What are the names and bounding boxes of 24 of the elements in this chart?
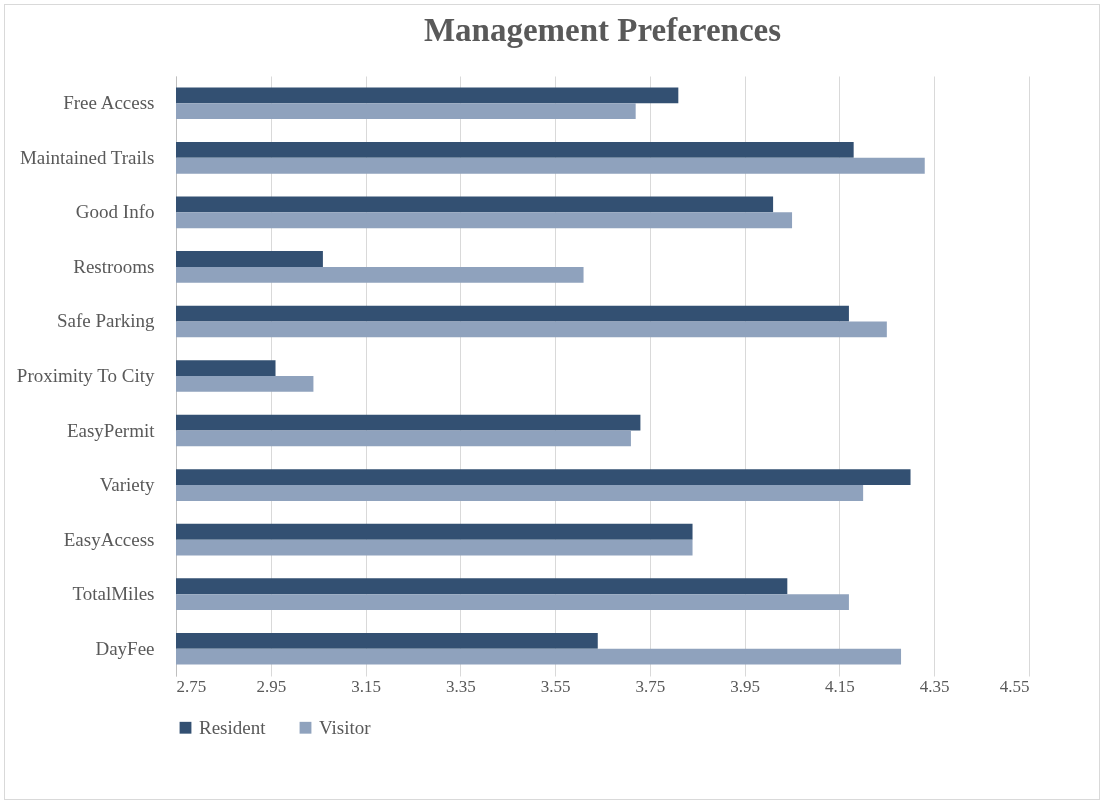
y-tick-label: EasyPermit	[66, 419, 156, 441]
x-tick-label: 4.35	[919, 676, 950, 696]
y-tick-label: TotalMiles	[72, 583, 155, 605]
y-tick-label: Good Info	[75, 201, 155, 223]
x-tick-label: 4.55	[999, 676, 1030, 696]
legend-label: Visitor	[319, 716, 372, 738]
y-tick-label: DayFee	[95, 637, 155, 659]
x-tick-label: 3.35	[445, 676, 476, 696]
x-tick-label: 2.75	[176, 676, 207, 696]
x-tick-label: 4.15	[825, 676, 855, 696]
y-tick-label: EasyAccess	[63, 528, 155, 550]
x-tick-label: 3.95	[730, 676, 761, 696]
y-tick-label: Restrooms	[73, 255, 155, 277]
x-tick-label: 3.15	[351, 676, 381, 696]
y-tick-label: Free Access	[63, 92, 155, 114]
y-tick-label: Proximity To City	[16, 365, 155, 386]
x-tick-label: 2.95	[256, 676, 287, 696]
y-tick-label: Maintained Trails	[19, 146, 155, 168]
y-tick-label: Variety	[99, 474, 155, 496]
chart-title: Management Preferences	[423, 12, 782, 48]
x-tick-label: 3.75	[635, 676, 666, 696]
y-tick-label: Safe Parking	[56, 310, 155, 332]
legend-label: Resident	[199, 716, 267, 738]
x-tick-label: 3.55	[540, 676, 571, 696]
